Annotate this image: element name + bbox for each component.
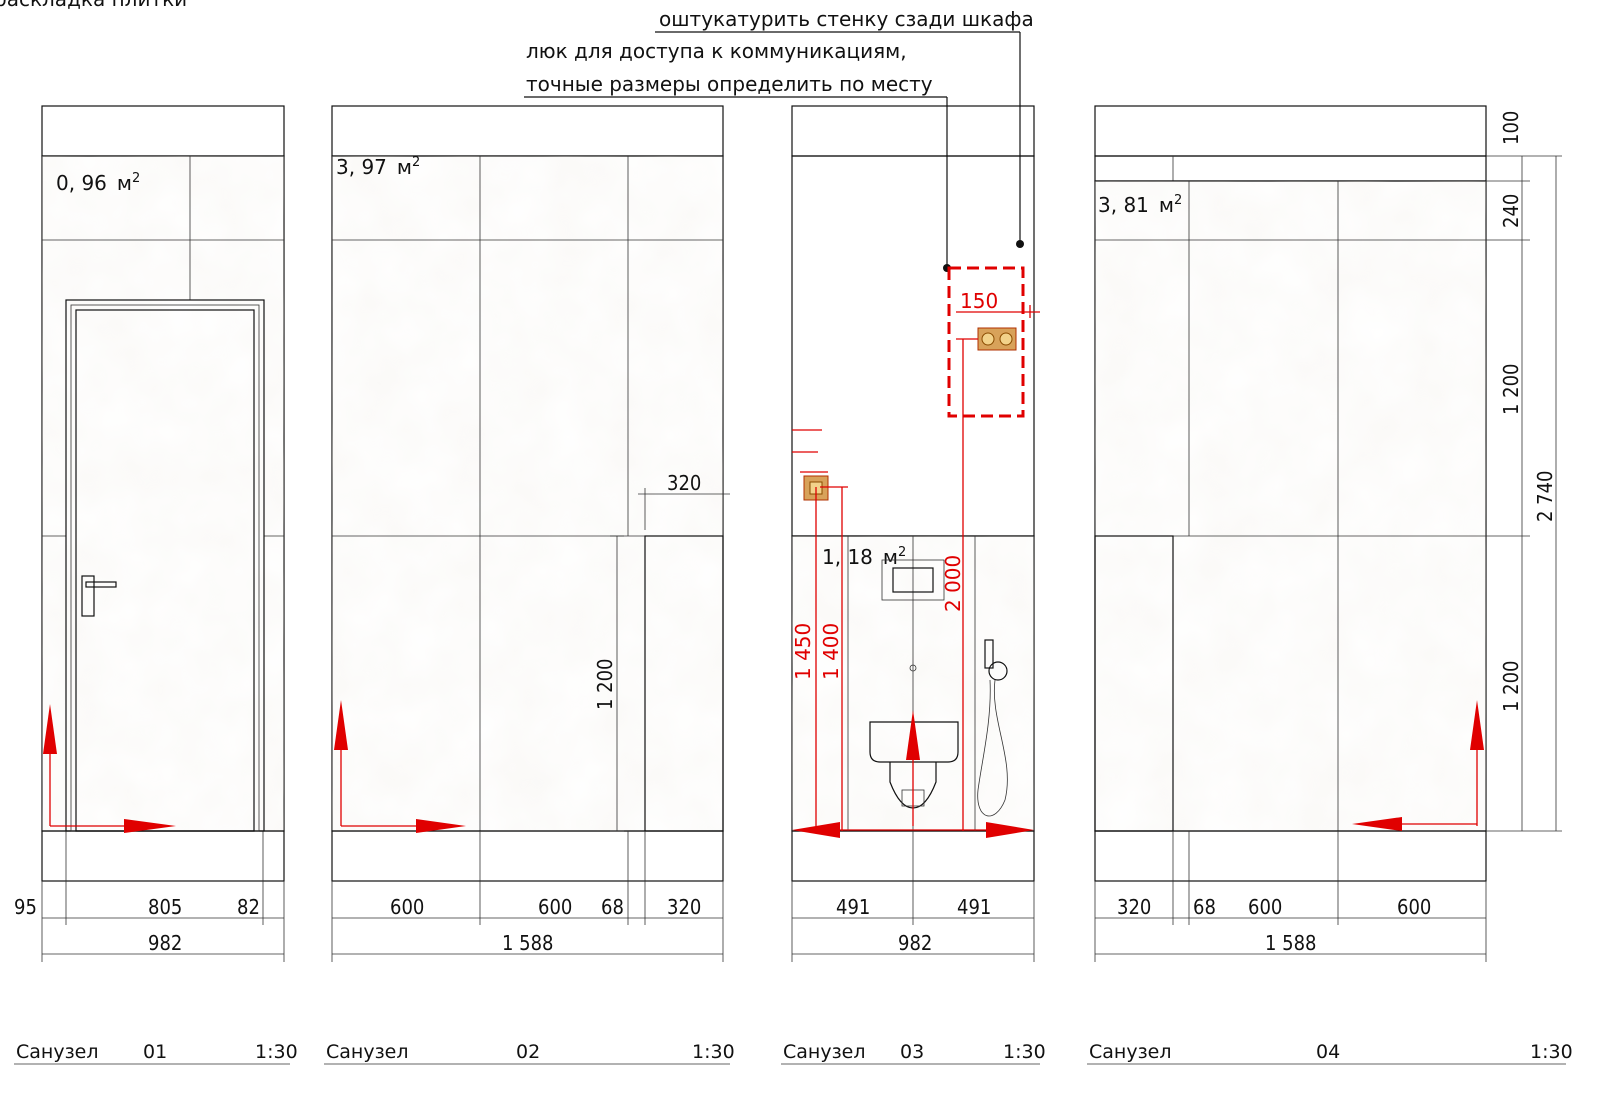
dim-320: 320 [667, 895, 701, 919]
axis-arrow-right-icon [986, 822, 1034, 838]
dim-68: 68 [601, 895, 624, 919]
axis-arrow-right-icon [416, 819, 466, 833]
dim-600-b: 600 [538, 895, 572, 919]
ceiling-slab [791, 105, 1035, 157]
area-label: 1, 18 м2 [822, 545, 906, 569]
axis-arrow-left-icon [1352, 817, 1402, 831]
sheet-corner-label: раскладка плитки [0, 0, 187, 11]
dim-right-total: 2 740 [1533, 471, 1557, 523]
elevation-04: 3, 81 м2 100 240 1 200 1 200 2 740 320 68… [1087, 105, 1573, 1065]
dim-total: 982 [898, 931, 932, 955]
elevation-scale: 1:30 [255, 1041, 298, 1063]
elevation-title: Санузел [16, 1041, 99, 1063]
elevation-title: Санузел [783, 1041, 866, 1063]
dim-805: 805 [148, 895, 182, 919]
dim-right-240: 240 [1499, 194, 1523, 228]
floor-slab [331, 830, 724, 882]
dim-320: 320 [1117, 895, 1151, 919]
dim-total: 1 588 [1265, 931, 1317, 955]
elevation-title: Санузел [1089, 1041, 1172, 1063]
dim-red-2000: 2 000 [941, 555, 965, 612]
dim-height: 1 200 [593, 659, 617, 711]
dim-total: 1 588 [502, 931, 554, 955]
elevation-scale: 1:30 [1530, 1041, 1573, 1063]
floor-slab [41, 830, 285, 882]
elevation-number: 01 [143, 1041, 167, 1063]
axis-arrow-up-icon [43, 704, 57, 754]
dim-491-b: 491 [957, 895, 991, 919]
dim-right-1200-b: 1 200 [1499, 661, 1523, 713]
top-strip [1094, 155, 1487, 182]
door [65, 299, 265, 832]
double-socket-icon [977, 327, 1017, 351]
dim-600-a: 600 [1248, 895, 1282, 919]
axis-arrow-right-icon [124, 819, 176, 833]
door-handle [85, 581, 117, 588]
dim-600-b: 600 [1397, 895, 1431, 919]
dim-491-a: 491 [836, 895, 870, 919]
dim-red-150: 150 [960, 289, 998, 313]
note-hatch-line1: люк для доступа к коммуникациям, [526, 39, 907, 63]
elevation-02: 3, 97 м2 320 1 200 600 600 68 320 1 588 С… [324, 105, 735, 1065]
elevation-scale: 1:30 [1003, 1041, 1046, 1063]
notes: оштукатурить стенку сзади шкафа люк для … [524, 7, 1034, 272]
area-label: 0, 96 м2 [56, 171, 140, 195]
dim-total: 982 [148, 931, 182, 955]
ceiling-slab [1094, 105, 1487, 157]
access-hatch [947, 266, 1025, 418]
dim-red-1400: 1 400 [819, 623, 843, 680]
note-plaster: оштукатурить стенку сзади шкафа [659, 7, 1034, 31]
axis-arrow-up-icon [1470, 700, 1484, 750]
area-label: 3, 97 м2 [336, 155, 420, 179]
dim-68: 68 [1193, 895, 1216, 919]
elevation-01: 0, 96 м2 95 805 82 982 Санузел 01 1:30 [14, 105, 298, 1065]
ceiling-slab [331, 105, 724, 157]
axis-arrow-left-icon [792, 822, 840, 838]
elevation-scale: 1:30 [692, 1041, 735, 1063]
axis-arrow-up-icon [906, 710, 920, 760]
dim-red-1450: 1 450 [791, 623, 815, 680]
axis-arrow-up-icon [334, 700, 348, 750]
flush-button-icon [881, 559, 945, 601]
dim-right-1200-a: 1 200 [1499, 364, 1523, 416]
door-handle-plate [81, 575, 95, 617]
ceiling-slab [41, 105, 285, 157]
elevation-number: 03 [900, 1041, 924, 1063]
dim-95: 95 [14, 895, 37, 919]
floor-slab [1094, 830, 1487, 882]
elevation-number: 02 [516, 1041, 540, 1063]
note-hatch-line2: точные размеры определить по месту [526, 72, 933, 96]
elevation-number: 04 [1316, 1041, 1340, 1063]
hygienic-shower-icon [977, 639, 1008, 817]
dim-82: 82 [237, 895, 260, 919]
dim-600-a: 600 [390, 895, 424, 919]
area-label: 3, 81 м2 [1098, 193, 1182, 217]
dim-niche: 320 [667, 471, 701, 495]
elevation-title: Санузел [326, 1041, 409, 1063]
dim-right-100: 100 [1499, 111, 1523, 145]
elevation-03: 1, 18 м2 150 1 450 1 400 2 000 [781, 105, 1046, 1065]
